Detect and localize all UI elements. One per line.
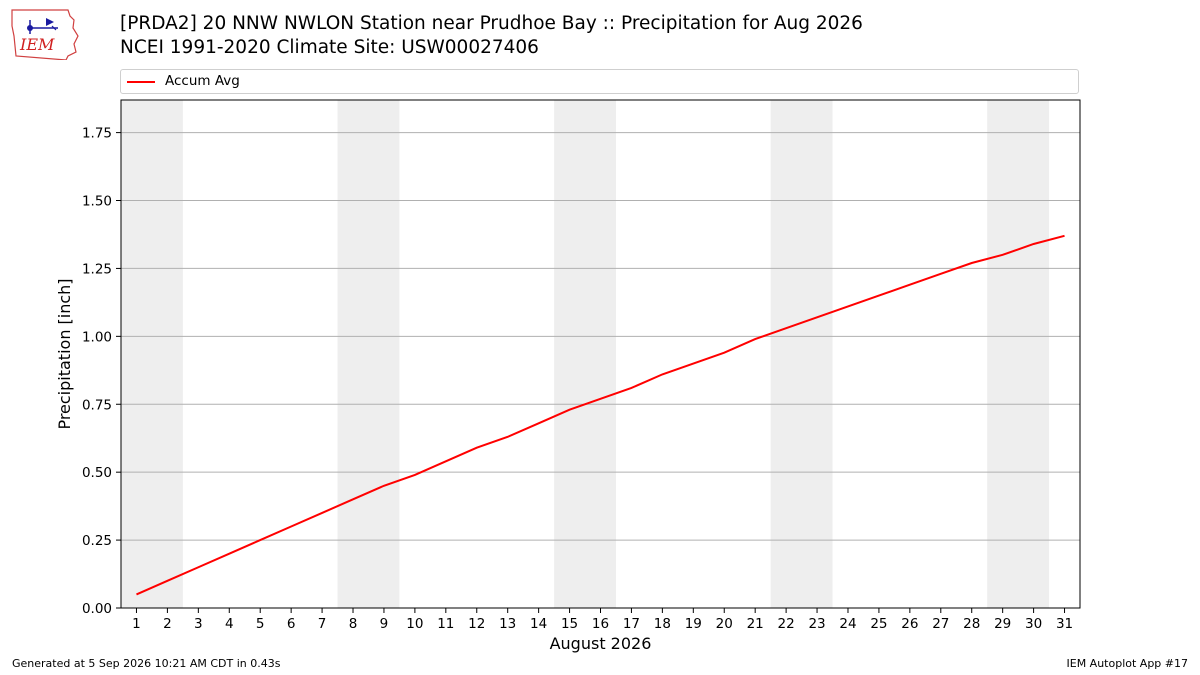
x-tick-label: 12 (468, 616, 485, 632)
x-tick-label: 1 (132, 616, 141, 632)
x-tick-label: 23 (808, 616, 825, 632)
chart-title-line1: [PRDA2] 20 NNW NWLON Station near Prudho… (120, 13, 863, 34)
x-tick-label: 5 (256, 616, 265, 632)
x-axis-label: August 2026 (550, 634, 652, 653)
x-tick-label: 6 (287, 616, 296, 632)
x-tick-label: 30 (1025, 616, 1042, 632)
app-credit: IEM Autoplot App #17 (1066, 657, 1189, 670)
weekend-band-3 (554, 100, 616, 608)
weekend-band-5 (987, 100, 1050, 608)
chart-title: [PRDA2] 20 NNW NWLON Station near Prudho… (120, 12, 863, 60)
grid-lines (121, 132, 1080, 541)
x-tick-label: 13 (499, 616, 516, 632)
series-layer (136, 234, 1065, 596)
legend-swatch-accum-avg (127, 81, 155, 83)
series-line-accum-avg (136, 234, 1065, 596)
x-tick-label: 16 (592, 616, 609, 632)
x-tick-label: 26 (901, 616, 918, 632)
x-tick-label: 25 (870, 616, 887, 632)
weekend-shading (121, 100, 1050, 608)
x-tick-label: 31 (1056, 616, 1073, 632)
y-tick-label: 1.50 (82, 194, 112, 210)
weekend-band-1 (121, 100, 183, 608)
x-tick-label: 4 (225, 616, 234, 632)
legend-label-accum-avg: Accum Avg (165, 73, 240, 89)
axis-ticks: 0.000.250.500.751.001.251.501.751 2 3 4 5 6 7 8… (82, 126, 1073, 632)
x-tick-label: 9 (380, 616, 389, 632)
x-tick-label: 14 (530, 616, 547, 632)
y-tick-label: 0.25 (82, 533, 112, 549)
chart-title-line2: NCEI 1991-2020 Climate Site: USW00027406 (120, 37, 539, 58)
y-tick-label: 1.00 (82, 329, 112, 345)
x-tick-label: 7 (318, 616, 327, 632)
weekend-band-4 (770, 100, 833, 608)
x-tick-label: 22 (778, 616, 795, 632)
y-tick-label: 1.75 (82, 126, 112, 142)
x-tick-label: 28 (963, 616, 980, 632)
x-tick-label: 8 (349, 616, 358, 632)
x-tick-label: 27 (932, 616, 949, 632)
x-tick-label: 10 (406, 616, 423, 632)
y-axis-label: Precipitation [inch] (55, 278, 74, 429)
x-tick-label: 17 (623, 616, 640, 632)
y-tick-label: 1.25 (82, 261, 112, 277)
x-tick-label: 29 (994, 616, 1011, 632)
x-tick-label: 19 (685, 616, 702, 632)
chart-legend: Accum Avg (120, 69, 1079, 94)
x-tick-label: 20 (716, 616, 733, 632)
x-tick-label: 15 (561, 616, 578, 632)
x-tick-label: 18 (654, 616, 671, 632)
iem-logo-text: IEM (19, 35, 55, 54)
y-tick-label: 0.75 (82, 397, 112, 413)
y-tick-label: 0.50 (82, 465, 112, 481)
x-tick-label: 21 (747, 616, 764, 632)
x-tick-label: 24 (839, 616, 856, 632)
iem-logo-icon: IEM (11, 9, 79, 60)
x-tick-label: 2 (163, 616, 172, 632)
y-tick-label: 0.00 (82, 601, 112, 617)
generated-timestamp: Generated at 5 Sep 2026 10:21 AM CDT in … (12, 657, 281, 670)
weekend-band-2 (337, 100, 400, 608)
x-tick-label: 11 (437, 616, 454, 632)
x-tick-label: 3 (194, 616, 203, 632)
